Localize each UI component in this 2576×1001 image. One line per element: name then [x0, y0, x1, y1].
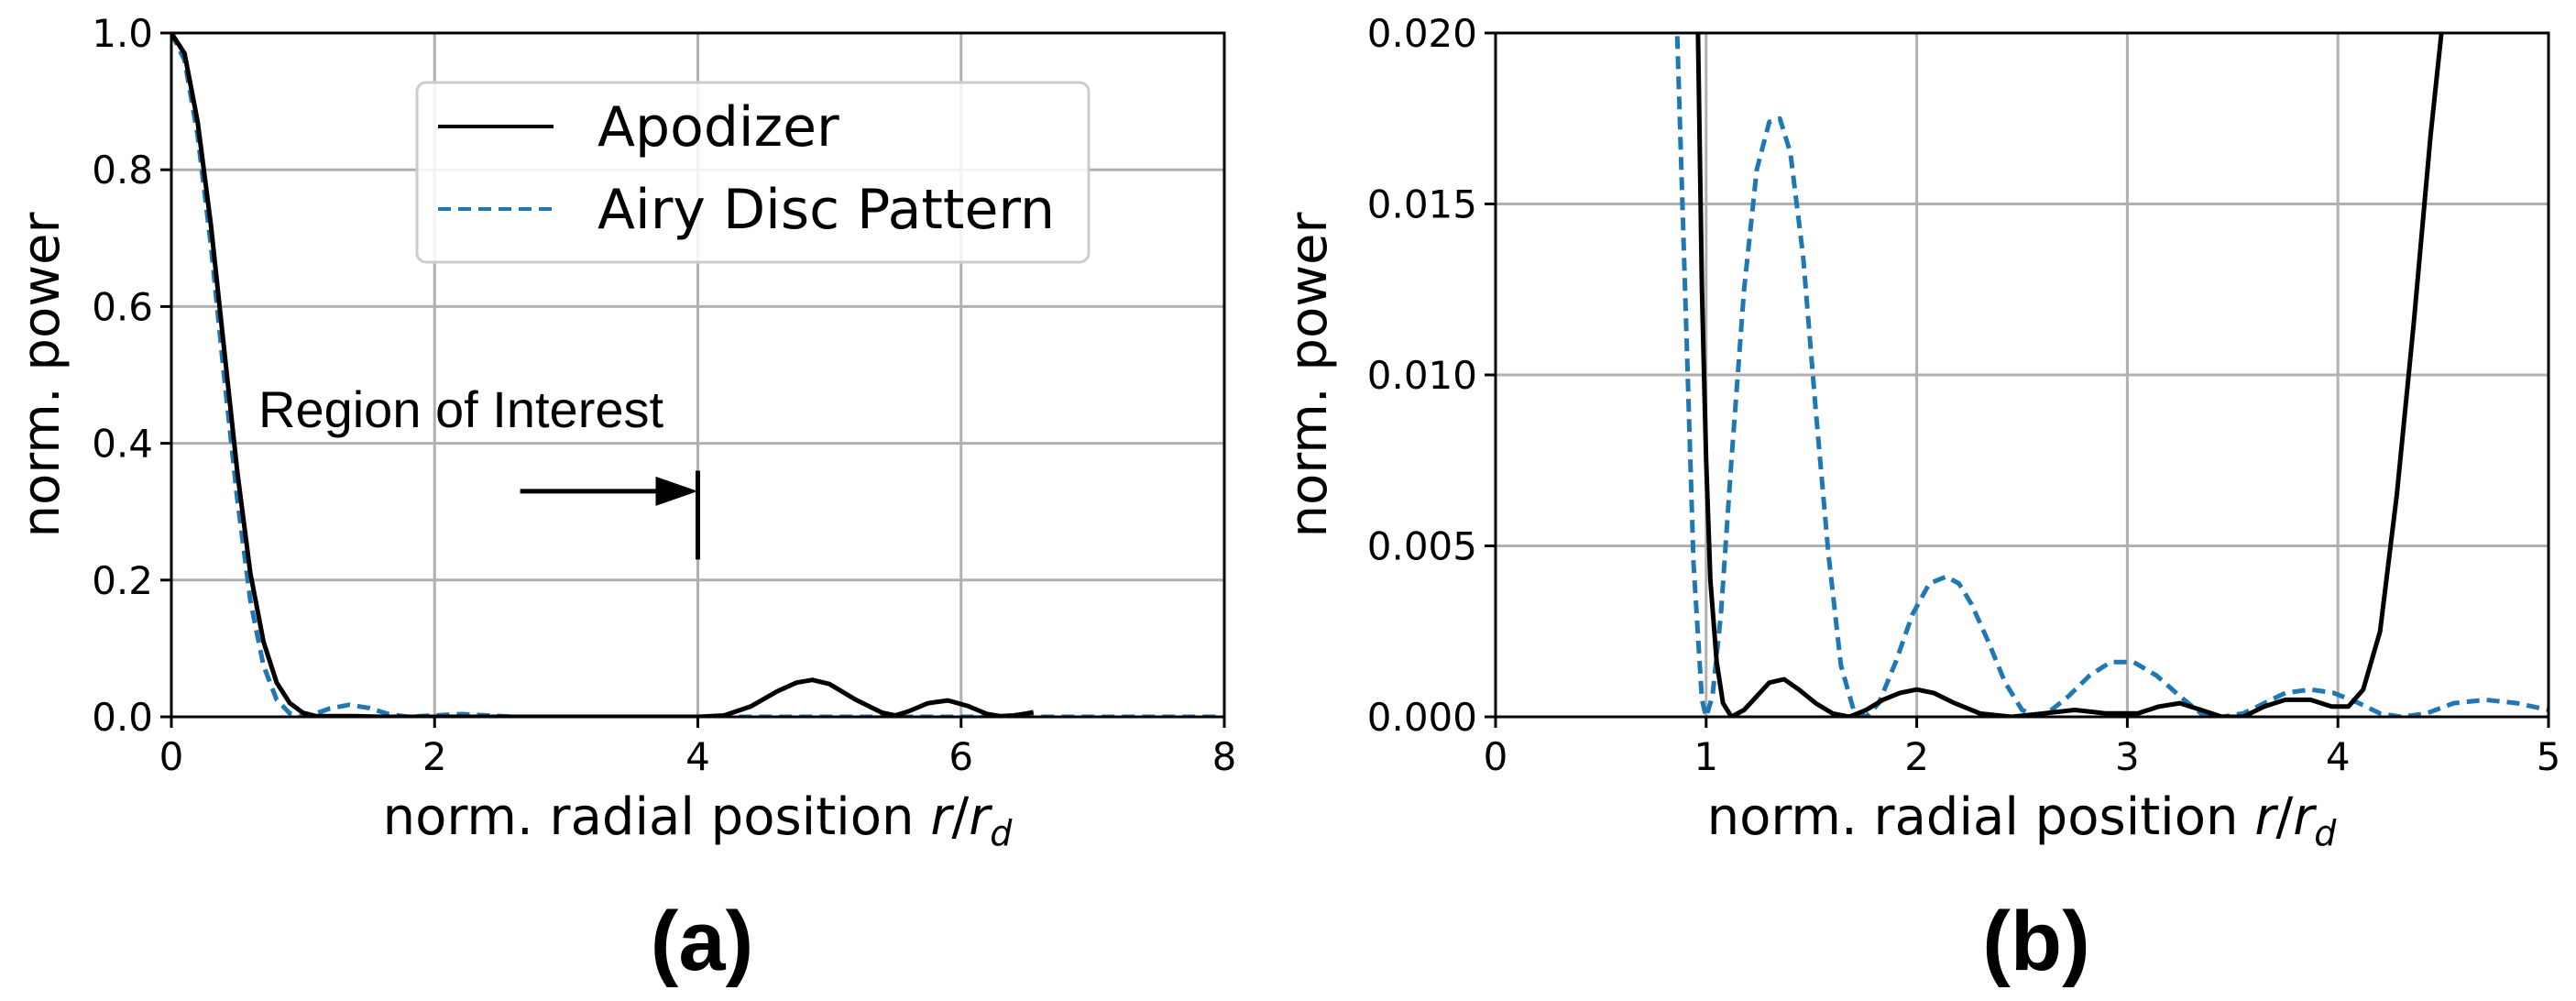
panel-a-label: (a): [651, 895, 753, 988]
legend-label-airy: Airy Disc Pattern: [597, 178, 1055, 242]
series-line-airy-disc-pattern: [1674, 33, 2549, 717]
y-tick-label: 0.0: [92, 695, 153, 740]
panel-a-ticks: 0 2 4 6 8 0.0 0.2 0.4 0.6 0.8 1.0: [92, 11, 1236, 779]
y-tick-label: 0.010: [1367, 353, 1477, 398]
x-tick-label: 0: [159, 734, 184, 779]
panel-a-xlabel-sub: d: [990, 813, 1013, 853]
x-tick-label: 6: [948, 734, 973, 779]
x-tick-label: 4: [685, 734, 710, 779]
arrow-head: [655, 476, 698, 506]
x-tick-label: 2: [1904, 734, 1929, 779]
x-tick-label: 2: [422, 734, 447, 779]
panel-a-ylabel: norm. power: [12, 212, 71, 538]
x-tick-label: 4: [2326, 734, 2351, 779]
panel-b-ticks: 0 1 2 3 4 5 0.000 0.005 0.010 0.015 0.020: [1367, 11, 2561, 779]
panel-a-xlabel-den: r: [969, 787, 992, 847]
panel-b-ylabel: norm. power: [1279, 212, 1339, 538]
y-tick-label: 0.2: [92, 558, 153, 603]
panel-a-xlabel: norm. radial position r/rd: [383, 787, 1014, 853]
panel-b-xlabel-sub: d: [2314, 813, 2337, 853]
x-tick-label: 0: [1484, 734, 1508, 779]
panel-b-xlabel-text: norm. radial position: [1707, 787, 2239, 847]
panel-b-plot: 0 1 2 3 4 5 0.000 0.005 0.010 0.015 0.020 norm. po…: [1279, 11, 2560, 988]
panel-b-xlabel-num: r: [2254, 787, 2278, 847]
legend: Apodizer Airy Disc Pattern: [415, 81, 1091, 264]
panel-b-series: [1674, 33, 2549, 717]
panel-a-xlabel-text: norm. radial position: [383, 787, 915, 847]
series-line-airy-disc-pattern: [171, 33, 1224, 717]
region-of-interest-arrow: [520, 470, 700, 560]
panel-b-xlabel: norm. radial position r/rd: [1707, 787, 2338, 853]
y-tick-label: 0.6: [92, 284, 153, 329]
x-tick-label: 3: [2115, 734, 2140, 779]
y-tick-label: 0.015: [1367, 182, 1477, 227]
y-tick-label: 0.020: [1367, 11, 1477, 56]
panel-a-plot: 0 2 4 6 8 0.0 0.2 0.4 0.6 0.8 1.0 Apodizer Airy Di…: [12, 11, 1236, 988]
panel-a-xlabel-num: r: [930, 787, 954, 847]
series-line-apodizer: [171, 33, 1035, 717]
x-tick-label: 1: [1694, 734, 1718, 779]
series-line-apodizer: [1695, 33, 2444, 717]
panel-b-xlabel-den: r: [2293, 787, 2317, 847]
y-tick-label: 0.005: [1367, 524, 1477, 569]
y-tick-label: 0.000: [1367, 695, 1477, 740]
x-tick-label: 8: [1212, 734, 1237, 779]
panel-b-label: (b): [1982, 895, 2089, 988]
y-tick-label: 1.0: [92, 11, 153, 56]
x-tick-label: 5: [2537, 734, 2561, 779]
legend-label-apodizer: Apodizer: [597, 95, 839, 160]
panel-a-series: [171, 33, 1224, 717]
panel-b-grid: [1494, 31, 2550, 719]
legend-box: [415, 81, 1091, 264]
y-tick-label: 0.8: [92, 148, 153, 192]
region-of-interest-label: Region of Interest: [258, 380, 663, 438]
y-tick-label: 0.4: [92, 422, 153, 467]
